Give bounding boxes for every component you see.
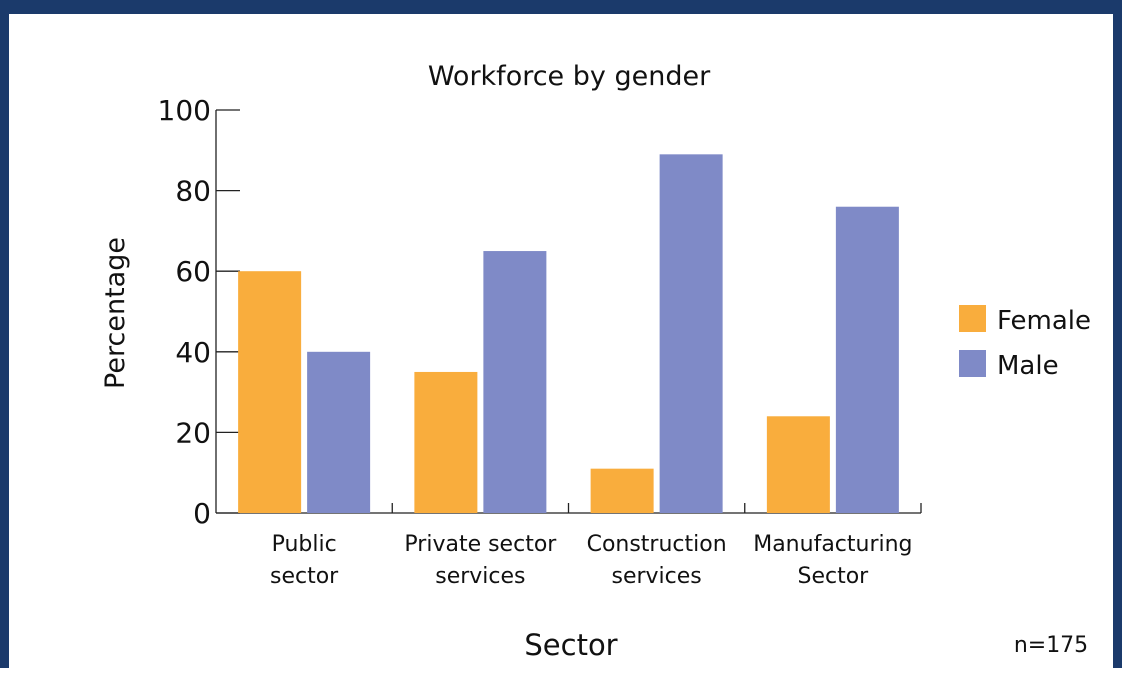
x-tick-label: services [611,564,701,589]
x-tick-label: Manufacturing [753,532,912,557]
x-tick-label: Public [272,532,337,557]
bars [238,154,899,514]
y-axis-label: Percentage [100,237,131,389]
chart-title: Workforce by gender [428,61,711,92]
bar-male [659,154,723,513]
x-axis-label: Sector [524,628,617,662]
legend-swatch-female [959,305,986,332]
x-tick-label: services [435,564,525,589]
x-tick-labels: Public sector Private sector services Constr… [270,532,913,589]
bar-female [414,371,478,513]
x-tick-label: Private sector [404,532,557,557]
y-tick-label: 80 [175,175,211,208]
legend-label-male: Male [997,351,1059,381]
legend-swatch-male [959,350,986,377]
y-tick-label: 60 [175,255,211,288]
legend-label-female: Female [997,306,1091,336]
bar-male [835,206,899,513]
x-tick-label: Sector [798,564,870,589]
chart-frame: Workforce by gender Percentage Sector n=… [0,0,1122,668]
bar-female [238,271,302,513]
x-tick-label: sector [270,564,339,589]
y-tick-labels: 0 20 40 60 80 100 [158,94,211,530]
bar-female [766,416,830,513]
bar-chart: Workforce by gender Percentage Sector n=… [100,61,1091,662]
y-tick-label: 20 [175,416,211,449]
bar-male [483,251,547,514]
x-tick-label: Construction [587,532,727,557]
bar-female [590,468,654,513]
y-tick-label: 0 [193,497,211,530]
y-tick-label: 100 [158,94,211,127]
sample-size-note: n=175 [1014,633,1088,658]
legend: Female Male [959,305,1091,381]
y-tick-label: 40 [175,336,211,369]
bar-male [307,351,371,513]
